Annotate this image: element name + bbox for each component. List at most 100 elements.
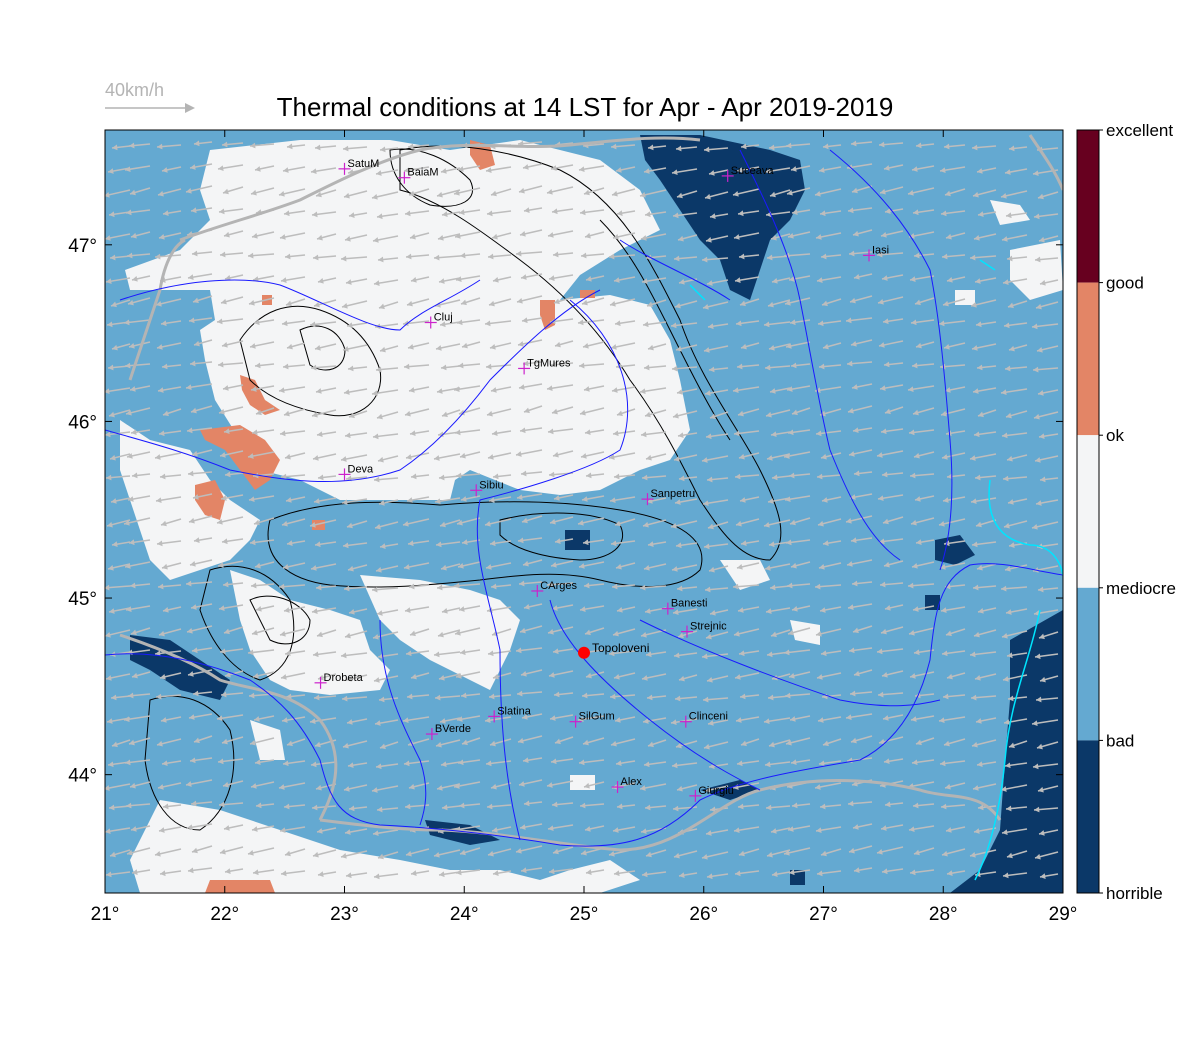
wind-arrow-head — [219, 801, 225, 808]
wind-arrow-head — [733, 583, 739, 590]
wind-arrow-head — [125, 563, 131, 569]
wind-arrow-head — [912, 166, 918, 172]
wind-arrow-head — [1040, 676, 1046, 683]
wind-arrow-head — [705, 193, 711, 200]
wind-arrow-head — [671, 719, 677, 726]
wind-arrow-head — [550, 715, 556, 721]
wind-arrow-head — [640, 584, 646, 591]
wind-arrow-head — [380, 146, 386, 153]
wind-arrow-head — [223, 781, 229, 788]
wind-arrow-head — [341, 456, 347, 462]
border-bulgaria — [319, 779, 1002, 852]
wind-arrow-head — [487, 410, 493, 417]
good-region-8 — [312, 520, 325, 530]
wind-arrow-head — [517, 297, 523, 304]
city-label: Drobeta — [324, 672, 364, 684]
wind-arrow-head — [131, 232, 137, 239]
wind-arrow-head — [343, 145, 349, 152]
wind-arrow-head — [457, 716, 463, 722]
wind-arrow-head — [772, 278, 778, 284]
wind-arrow-head — [676, 345, 682, 352]
wind-arrow-head — [131, 629, 137, 636]
wind-arrow-head — [554, 298, 560, 305]
wind-arrow-head — [819, 564, 825, 570]
wind-arrow-head — [490, 540, 496, 547]
wind-arrow-head — [315, 344, 321, 351]
wind-arrow-head — [1008, 695, 1014, 702]
wind-arrow-head — [253, 672, 259, 679]
wind-arrow-head — [439, 474, 445, 481]
wind-arrow-head — [1003, 872, 1009, 879]
wind-arrow-head — [376, 763, 382, 770]
wind-arrow-head — [819, 167, 825, 173]
x-tick-label: 23° — [330, 904, 359, 925]
wind-arrow-head — [251, 582, 257, 589]
city-label: Iasi — [872, 244, 889, 256]
wind-arrow-head — [851, 140, 857, 147]
wind-arrow-head — [373, 633, 379, 640]
wind-arrow-head — [460, 649, 466, 656]
wind-arrow-head — [186, 781, 192, 787]
wind-arrow-head — [219, 605, 225, 611]
wind-arrow-head — [791, 362, 797, 369]
wind-arrow-head — [582, 299, 588, 306]
wind-arrow-head — [224, 231, 230, 238]
wind-arrow-head — [791, 166, 797, 172]
wind-arrow-head — [486, 363, 492, 370]
wind-arrow-head — [704, 543, 710, 550]
wind-arrow-head — [737, 564, 743, 570]
wind-arrow-head — [314, 498, 320, 504]
wind-arrow-head — [1007, 455, 1013, 462]
wind-arrow-head — [706, 830, 712, 836]
wind-arrow-head — [345, 829, 351, 835]
wind-arrow-head — [766, 608, 772, 614]
wind-arrow-head — [407, 693, 413, 700]
wind-arrow-head — [488, 454, 494, 460]
wind-arrow-head — [492, 430, 498, 437]
wind-arrow-head — [944, 740, 950, 747]
river-mures — [105, 289, 601, 483]
wind-arrow-head — [815, 191, 821, 197]
wind-arrow-head — [225, 671, 231, 678]
river-ialomita — [639, 619, 941, 707]
wind-arrow-head — [910, 869, 916, 876]
contour-eastern-inner — [599, 219, 731, 441]
wind-arrow-head — [615, 320, 621, 327]
wind-arrow-head — [848, 800, 854, 807]
wind-arrow-head — [816, 234, 822, 240]
wind-arrow-head — [492, 233, 498, 240]
wind-arrow-head — [220, 452, 226, 458]
bad-region-danube-delta — [935, 535, 975, 565]
wind-arrow-head — [547, 385, 553, 392]
wind-arrow-head — [524, 207, 530, 213]
wind-arrow-head — [975, 474, 981, 481]
rivers — [105, 149, 1063, 847]
river-somes — [119, 279, 481, 331]
wind-arrow-head — [285, 850, 291, 857]
wind-arrow-head — [158, 784, 164, 790]
colorbar-label-mediocre: mediocre — [1106, 579, 1176, 598]
wind-arrow-head — [128, 692, 134, 699]
wind-arrow-head — [252, 233, 258, 239]
wind-arrow-head — [610, 693, 616, 700]
wind-arrow-head — [610, 497, 616, 504]
wind-arrow-head — [616, 563, 622, 570]
wind-arrow-head — [285, 453, 291, 460]
wind-arrow-head — [1033, 366, 1039, 373]
wind-arrow-head — [317, 631, 323, 638]
wind-arrow-head — [493, 473, 499, 480]
wind-arrow-head — [256, 409, 262, 416]
wind-arrow-head — [522, 317, 528, 324]
wind-arrow-head — [109, 411, 115, 418]
wind-arrow-head — [192, 450, 198, 457]
wind-arrow-head — [159, 630, 165, 637]
wind-arrow-head — [281, 674, 287, 680]
wind-arrow-head — [609, 650, 615, 657]
wind-arrow-head — [823, 740, 829, 747]
wind-arrow-head — [1006, 412, 1012, 419]
wind-arrow-head — [108, 364, 114, 371]
wind-arrow-head — [790, 519, 796, 526]
wind-arrow-head — [129, 342, 135, 349]
point-of-interest: Topoloveni — [578, 641, 649, 659]
wind-arrow-head — [854, 867, 860, 873]
